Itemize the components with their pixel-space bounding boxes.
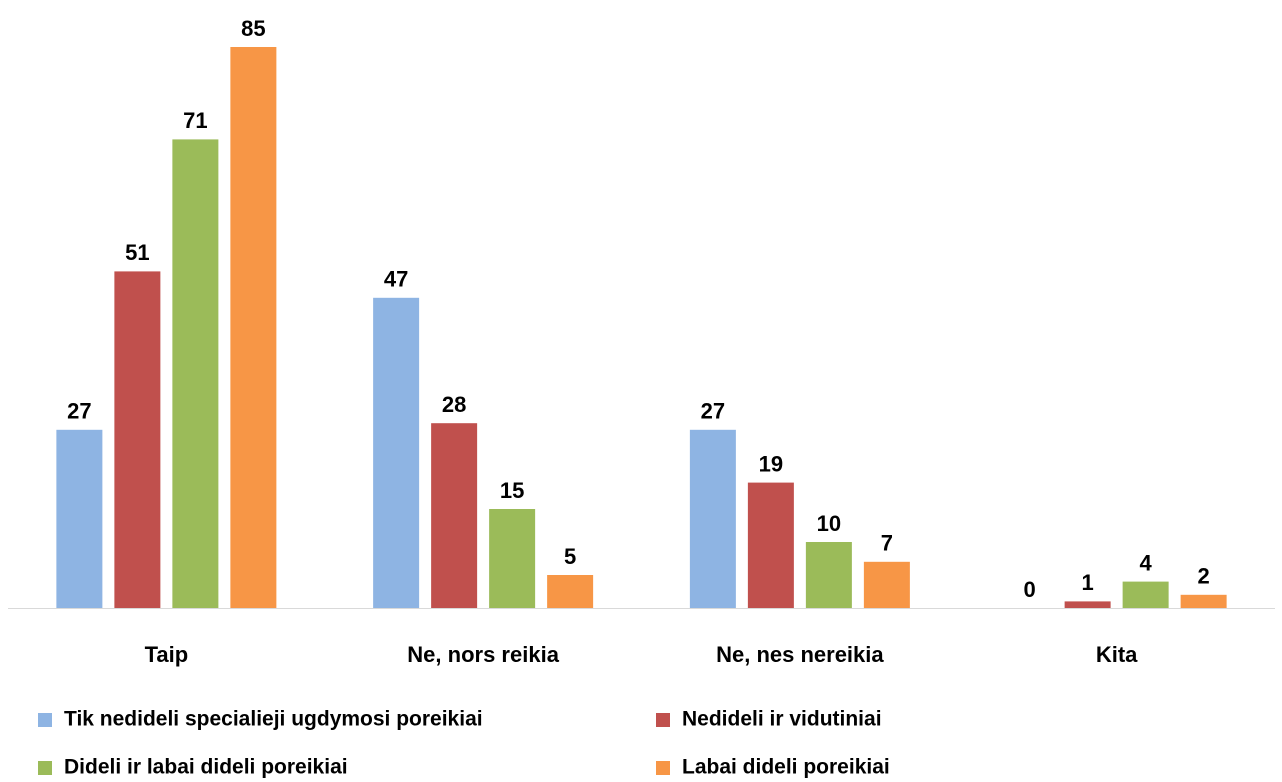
value-label: 28 <box>442 392 466 417</box>
value-label: 7 <box>881 531 893 556</box>
value-label: 85 <box>241 16 265 41</box>
legend-swatch <box>38 761 52 775</box>
bar <box>547 575 594 608</box>
value-label: 27 <box>67 399 91 424</box>
value-label: 27 <box>701 399 725 424</box>
bar <box>230 47 277 608</box>
bar <box>805 542 852 608</box>
bar <box>1122 581 1169 608</box>
category-label: Ne, nes nereikia <box>716 642 884 667</box>
legend-label: Dideli ir labai dideli poreikiai <box>64 756 348 779</box>
legend-label: Labai dideli poreikiai <box>682 756 890 779</box>
value-label: 71 <box>183 108 207 133</box>
legend-label: Tik nedideli specialieji ugdymosi poreik… <box>64 708 483 731</box>
bar <box>489 509 536 608</box>
bar <box>172 139 219 608</box>
value-label: 4 <box>1140 550 1153 575</box>
value-label: 0 <box>1024 577 1036 602</box>
value-label: 10 <box>817 511 841 536</box>
bar <box>56 429 103 608</box>
legend-swatch <box>656 761 670 775</box>
category-label: Ne, nors reikia <box>407 642 559 667</box>
bar <box>747 482 794 608</box>
bar <box>373 297 420 608</box>
value-label: 47 <box>384 267 408 292</box>
bar <box>1180 594 1227 608</box>
bar <box>689 429 736 608</box>
bar <box>431 423 478 608</box>
category-label: Kita <box>1096 642 1138 667</box>
value-label: 19 <box>759 451 783 476</box>
legend-swatch <box>38 713 52 727</box>
legend-label: Nedideli ir vidutiniai <box>682 708 882 731</box>
legend-swatch <box>656 713 670 727</box>
bar <box>1064 601 1111 608</box>
value-label: 15 <box>500 478 524 503</box>
bar <box>114 271 161 608</box>
value-label: 2 <box>1198 564 1210 589</box>
value-label: 51 <box>125 240 149 265</box>
bar <box>863 561 910 608</box>
category-label: Taip <box>145 642 189 667</box>
value-label: 5 <box>564 544 576 569</box>
value-label: 1 <box>1082 570 1094 595</box>
